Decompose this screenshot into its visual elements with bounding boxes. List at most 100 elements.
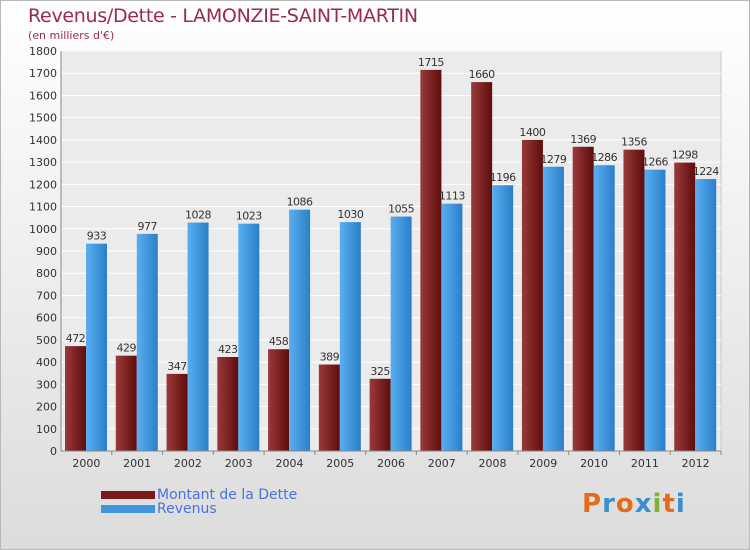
x-tick-label: 2006 [377,457,405,470]
bar-revenus [289,209,311,451]
bar-dette [521,139,543,451]
y-tick-label: 400 [36,356,57,369]
y-tick-label: 1200 [29,178,57,191]
data-label: 347 [167,360,187,373]
data-label: 1055 [388,203,414,216]
bar-dette [369,378,391,451]
bar-dette [166,373,188,451]
y-tick-label: 600 [36,312,57,325]
data-label: 389 [320,351,340,364]
y-tick-label: 300 [36,378,57,391]
x-tick-label: 2011 [631,457,659,470]
data-label: 1196 [490,171,516,184]
logo-letter: i [675,489,686,519]
bar-dette [471,82,493,451]
data-label: 1400 [519,126,545,139]
data-label: 325 [370,365,390,378]
data-label: 1030 [337,208,363,221]
x-tick-label: 2010 [580,457,608,470]
bar-dette [572,146,594,451]
x-tick-label: 2000 [72,457,100,470]
data-label: 1356 [621,136,647,149]
y-tick-label: 1500 [29,112,57,125]
bar-revenus [695,179,717,451]
bar-revenus [441,203,463,451]
bar-dette [674,162,696,452]
data-label: 423 [218,343,238,356]
legend-item-revenus: Revenus [101,501,217,517]
bar-revenus [492,185,514,451]
bar-revenus [136,233,158,451]
axes: 0 100 200 300 400 500 600 700 800 900 1000 1100 1200… [29,45,722,470]
x-tick-label: 2005 [326,457,354,470]
data-label: 977 [138,220,158,233]
bar-dette [65,346,86,451]
data-label: 1660 [469,68,495,81]
logo-letter: r [602,489,616,519]
data-label: 1086 [287,196,313,209]
data-label: 933 [87,230,107,243]
x-tick-label: 2008 [479,457,507,470]
x-tick-label: 2007 [428,457,456,470]
y-tick-label: 1100 [29,201,57,214]
y-tick-label: 500 [36,334,57,347]
bar-dette [217,357,239,451]
y-tick-label: 1300 [29,156,57,169]
data-label: 429 [117,342,137,355]
bar-revenus [339,222,361,451]
x-tick-label: 2002 [174,457,202,470]
y-tick-label: 1700 [29,67,57,80]
x-tick-label: 2004 [275,457,303,470]
legend-label-revenus: Revenus [157,501,217,517]
data-label: 472 [66,332,86,345]
bar-revenus [390,216,412,451]
bar-revenus [644,169,666,451]
y-tick-label: 900 [36,245,57,258]
y-tick-label: 1000 [29,223,57,236]
y-tick-label: 1800 [29,45,57,58]
data-label: 1113 [439,190,465,203]
bar-dette [318,364,340,451]
bar-revenus [238,223,260,451]
legend-label-dette: Montant de la Dette [157,487,298,503]
bar-dette [268,349,290,451]
x-tick-label: 2012 [682,457,710,470]
legend-swatch-revenus [101,505,155,513]
legend-swatch-dette [101,491,155,499]
data-label: 1298 [672,149,698,162]
chart-subtitle: (en milliers d'€) [28,29,115,42]
bar-revenus [187,222,209,451]
y-tick-label: 1400 [29,134,57,147]
y-tick-label: 100 [36,423,57,436]
logo-letter: x [634,489,653,519]
data-label: 1224 [693,165,719,178]
y-tick-label: 1600 [29,89,57,102]
bar-dette [420,69,442,451]
logo-letter: i [652,489,663,519]
x-tick-label: 2003 [225,457,253,470]
y-tick-label: 700 [36,289,57,302]
bars [65,69,717,452]
data-label: 1369 [570,133,596,146]
data-label: 1028 [185,209,211,222]
logo-letter: o [615,489,635,519]
data-label: 1286 [591,151,617,164]
bar-dette [115,355,137,451]
data-label: 1266 [642,156,668,169]
bar-revenus [542,166,564,451]
logo-letter: t [662,489,676,519]
bar-revenus [86,243,107,451]
chart-title: Revenus/Dette - LAMONZIE-SAINT-MARTIN [28,5,418,27]
proxiti-logo: Proxiti [582,489,686,519]
data-label: 458 [269,335,289,348]
logo-letter: P [582,489,603,519]
data-label: 1715 [418,56,444,69]
bar-dette [623,149,645,451]
bar-revenus [593,165,615,451]
legend-item-dette: Montant de la Dette [101,487,297,503]
data-labels: 472 933 429 977 347 1028 423 1023 458 1086 389 1030… [66,56,720,378]
y-tick-label: 200 [36,401,57,414]
y-tick-label: 0 [50,445,57,458]
